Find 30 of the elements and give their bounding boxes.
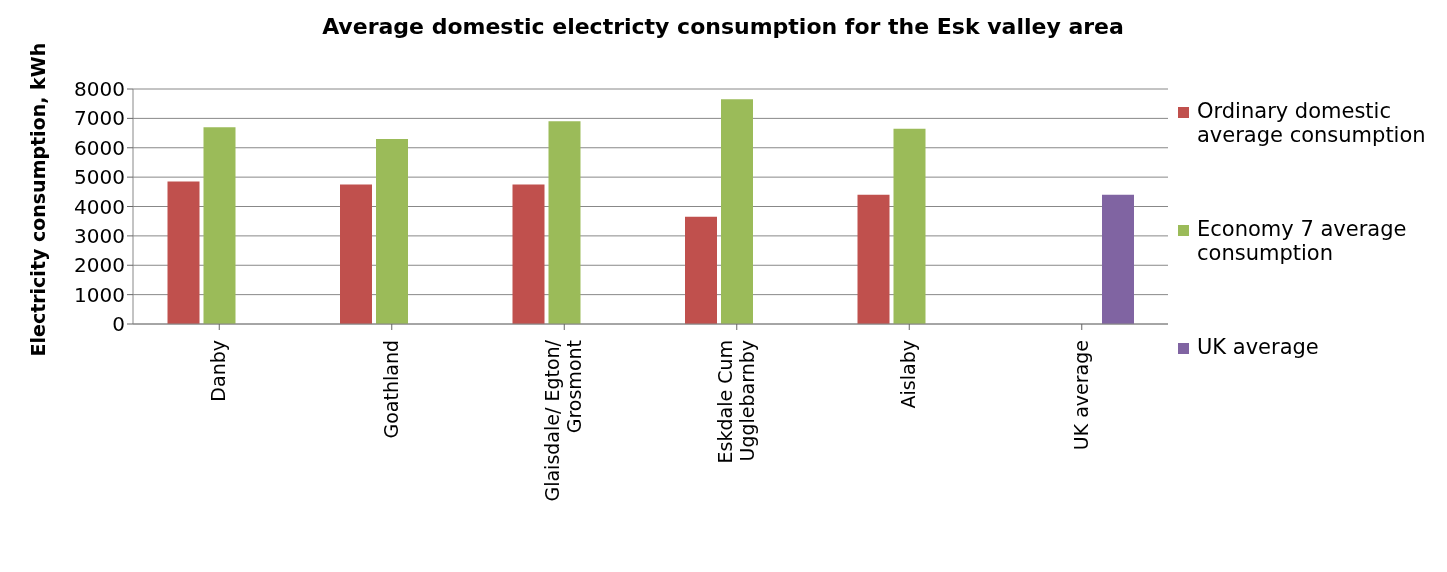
y-tick-label: 3000 — [74, 223, 125, 248]
y-tick-label: 0 — [112, 312, 125, 337]
y-tick-label: 7000 — [74, 106, 125, 131]
bar — [203, 127, 236, 324]
bar — [1102, 194, 1134, 324]
y-tick-label: 8000 — [74, 77, 125, 102]
x-tick-label: Aislaby — [897, 340, 920, 409]
bar — [857, 194, 890, 324]
x-tick-label: Goathland — [379, 340, 402, 439]
bar — [340, 184, 372, 324]
x-tick-label: Eskdale Cum Ugglebarnby — [713, 340, 758, 464]
x-tick-label: Danby — [207, 340, 230, 402]
legend-label: Ordinary domestic average consumption — [1197, 99, 1427, 147]
y-tick-label: 5000 — [74, 165, 125, 190]
bar — [685, 216, 717, 324]
bar — [376, 138, 408, 324]
y-tick-label: 2000 — [74, 253, 125, 278]
y-axis-title: Electricity consumption, kWh — [26, 42, 49, 357]
y-tick-label: 1000 — [74, 282, 125, 307]
x-tick-label: Glaisdale/ Egton/ Grosmont — [541, 339, 586, 502]
bar — [548, 121, 581, 324]
y-tick-label: 6000 — [74, 135, 125, 160]
bar — [721, 99, 753, 324]
bar — [512, 184, 545, 324]
bar — [167, 181, 200, 324]
chart-title: Average domestic electricty consumption for the Esk valley area — [321, 14, 1125, 39]
x-tick-label: UK average — [1069, 340, 1092, 451]
bar — [893, 128, 926, 324]
y-tick-label: 4000 — [74, 194, 125, 219]
legend-label: Economy 7 average consumption — [1197, 217, 1408, 265]
